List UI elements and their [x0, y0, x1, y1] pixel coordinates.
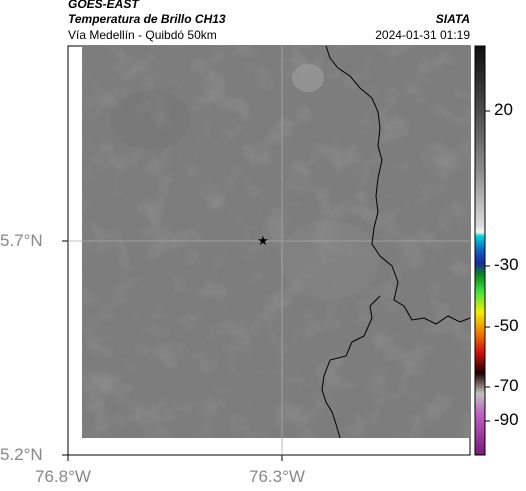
region-subtitle: Vía Medellín - Quibdó 50km: [68, 28, 217, 42]
colorbar-tick-minus50: -50: [494, 316, 519, 335]
colorbar-tick-minus90: -90: [494, 410, 519, 429]
product-title: Temperatura de Brillo CH13: [68, 12, 226, 26]
lon-label-76-8: 76.8°W: [35, 467, 91, 486]
star-icon: ★: [257, 234, 269, 249]
lat-label-5-7: 5.7°N: [0, 231, 43, 250]
brightness-temperature-field: [82, 46, 470, 438]
border-line: [325, 45, 471, 325]
agency-label: SIATA: [435, 12, 470, 26]
lat-label-5-2: 5.2°N: [0, 445, 43, 464]
lon-label-76-3: 76.3°W: [249, 467, 305, 486]
colorbar-tick-minus70: -70: [494, 376, 519, 395]
colorbar-tick-minus30: -30: [494, 255, 519, 274]
timestamp: 2024-01-31 01:19: [375, 28, 470, 42]
satellite-name: GOES-EAST: [68, 0, 139, 11]
colorbar: [474, 45, 486, 456]
border-line-south: [321, 295, 381, 439]
colorbar-tick-20: 20: [494, 100, 513, 119]
